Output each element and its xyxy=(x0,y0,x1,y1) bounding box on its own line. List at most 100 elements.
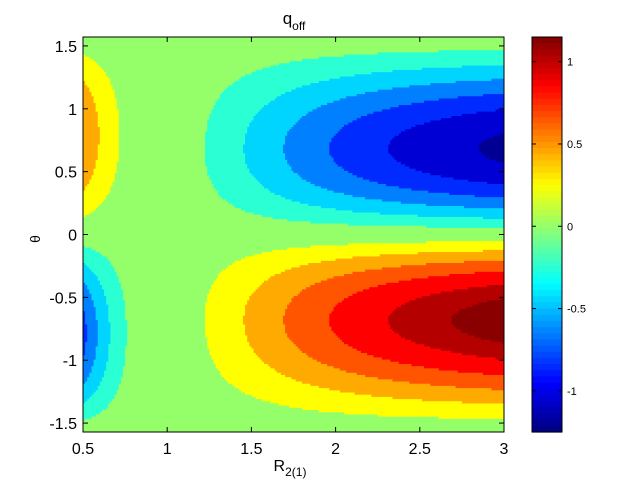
contour-cell xyxy=(253,291,301,295)
contour-cell xyxy=(280,195,354,198)
contour-cell xyxy=(83,96,95,100)
contour-cell xyxy=(249,298,292,301)
contour-cell xyxy=(95,317,109,321)
contour-cell xyxy=(291,377,379,380)
contour-cell xyxy=(390,142,482,146)
contour-cell xyxy=(83,61,97,64)
contour-cell xyxy=(205,151,244,154)
contour-bands xyxy=(83,37,504,432)
contour-cell xyxy=(280,271,354,275)
contour-cell xyxy=(333,135,396,139)
contour-cell xyxy=(83,102,97,106)
contour-cell xyxy=(83,192,109,196)
contour-cell xyxy=(125,361,215,365)
contour-cell xyxy=(400,304,474,308)
contour-cell xyxy=(207,344,250,348)
contour-cell xyxy=(247,164,290,168)
contour-cell xyxy=(482,140,504,143)
contour-cell xyxy=(228,201,301,205)
contour-cell xyxy=(205,304,246,308)
contour-cell xyxy=(118,278,217,282)
contour-cell xyxy=(293,124,345,128)
contour-cell xyxy=(205,148,244,152)
contour-cell xyxy=(104,199,227,203)
contour-cell xyxy=(272,216,484,220)
contour-cell xyxy=(242,315,284,319)
contour-cell xyxy=(209,350,255,354)
contour-cell xyxy=(285,153,330,157)
contour-cell xyxy=(362,177,455,181)
contour-cell xyxy=(255,396,394,400)
contour-cell xyxy=(499,133,504,137)
contour-cell xyxy=(217,368,276,372)
contour-cell xyxy=(341,166,410,170)
contour-cell xyxy=(245,256,354,260)
contour-cell xyxy=(83,157,99,161)
contour-cell xyxy=(83,339,88,343)
contour-cell xyxy=(205,144,244,148)
contour-cell xyxy=(440,348,504,352)
contour-cell xyxy=(85,83,111,86)
contour-cell xyxy=(367,113,463,117)
contour-cell xyxy=(209,348,255,352)
colorbar-segment xyxy=(532,290,562,297)
contour-cell xyxy=(211,357,261,361)
contour-cell xyxy=(421,399,504,402)
colorbar-segment xyxy=(532,259,562,266)
contour-cell xyxy=(337,164,406,168)
contour-cell xyxy=(339,129,406,132)
contour-cell xyxy=(339,76,504,80)
contour-cell xyxy=(95,309,109,312)
contour-cell xyxy=(285,157,335,161)
colorbar-segment xyxy=(532,117,562,124)
contour-cell xyxy=(287,333,337,337)
contour-cell xyxy=(392,379,504,383)
contour-cell xyxy=(259,357,314,361)
contour-cell xyxy=(116,390,242,394)
contour-cell xyxy=(104,372,124,376)
contour-cell xyxy=(83,280,101,284)
contour-cell xyxy=(213,280,265,284)
contour-cell xyxy=(125,348,210,352)
contour-cell xyxy=(97,113,120,117)
contour-cell xyxy=(461,331,504,334)
contour-cell xyxy=(245,153,286,157)
contour-cell xyxy=(398,105,504,108)
contour-cell xyxy=(127,328,206,332)
contour-cell xyxy=(85,311,97,315)
contour-cell xyxy=(95,306,109,310)
contour-cell xyxy=(245,140,286,143)
contour-cell xyxy=(95,274,118,277)
contour-cell xyxy=(83,234,504,238)
contour-cell xyxy=(261,252,419,255)
contour-cell xyxy=(83,50,440,53)
contour-cell xyxy=(386,282,504,286)
contour-cell xyxy=(478,146,504,150)
contour-cell xyxy=(461,401,504,405)
contour-cell xyxy=(464,260,504,264)
contour-cell xyxy=(85,401,111,405)
contour-cell xyxy=(329,315,389,319)
contour-cell xyxy=(285,142,330,146)
contour-cell xyxy=(289,337,341,341)
contour-cell xyxy=(348,223,504,227)
contour-cell xyxy=(85,348,97,352)
contour-cell xyxy=(83,383,101,387)
contour-cell xyxy=(83,298,93,301)
contour-cell xyxy=(83,205,99,209)
contour-cell xyxy=(333,331,396,334)
contour-cell xyxy=(335,208,504,211)
colorbar-segment xyxy=(532,382,562,390)
contour-cell xyxy=(392,328,461,332)
contour-cell xyxy=(108,357,126,361)
contour-cell xyxy=(97,335,111,339)
xlabel-main: R xyxy=(274,458,286,475)
contour-cell xyxy=(388,320,452,323)
contour-cell xyxy=(226,267,292,271)
contour-cell xyxy=(329,320,389,323)
contour-cell xyxy=(337,131,402,135)
contour-cell xyxy=(89,89,116,93)
contour-cell xyxy=(400,335,476,339)
contour-cell xyxy=(209,118,255,121)
contour-cell xyxy=(91,368,107,372)
